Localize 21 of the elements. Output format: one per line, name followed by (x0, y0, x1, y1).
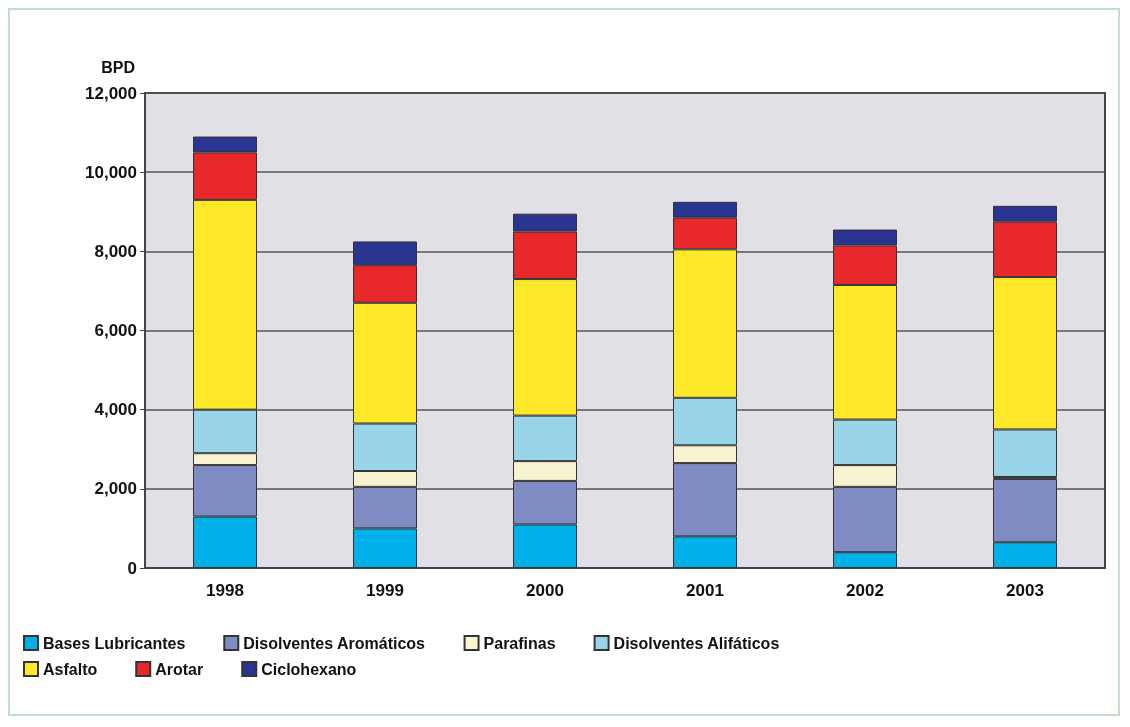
y-tick-label: 10,000 (85, 162, 137, 182)
x-tick-label: 1999 (366, 581, 404, 600)
legend-label: Arotar (155, 660, 204, 678)
y-tick-label: 2,000 (94, 479, 137, 499)
y-tick-label: 6,000 (94, 321, 137, 340)
x-tick-label: 2001 (686, 581, 724, 600)
x-tick-label: 2002 (846, 581, 884, 600)
x-tick-label: 2003 (1006, 581, 1044, 600)
x-tick-label: 2000 (526, 581, 564, 600)
legend-label: Disolventes Aromáticos (243, 634, 426, 652)
legend-label: Bases Lubricantes (43, 634, 186, 652)
legend-label: Ciclohexano (261, 660, 357, 678)
legend-label: Parafinas (483, 634, 556, 652)
y-axis-title: BPD (101, 58, 135, 76)
legend-label: Asfalto (43, 660, 98, 678)
y-tick-label: 4,000 (94, 400, 137, 420)
x-tick-label: 1998 (206, 581, 244, 600)
y-tick-label: 0 (127, 558, 137, 578)
legend-label: Disolventes Alifáticos (613, 634, 780, 652)
y-tick-label: 12,000 (85, 83, 137, 103)
y-tick-label: 8,000 (94, 241, 137, 261)
